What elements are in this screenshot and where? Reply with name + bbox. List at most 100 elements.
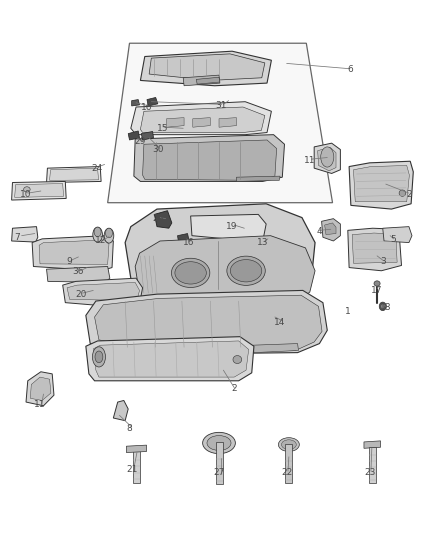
Text: 29: 29	[135, 137, 146, 146]
Text: 11: 11	[34, 400, 46, 409]
Text: 36: 36	[73, 268, 84, 276]
Text: 16: 16	[183, 238, 194, 247]
Text: 19: 19	[226, 222, 238, 231]
Polygon shape	[14, 183, 64, 197]
Ellipse shape	[399, 190, 406, 196]
Text: 31: 31	[215, 101, 227, 110]
Polygon shape	[237, 176, 280, 181]
Polygon shape	[26, 372, 54, 406]
Polygon shape	[149, 54, 265, 80]
Polygon shape	[32, 236, 113, 271]
Polygon shape	[93, 341, 249, 377]
Text: 5: 5	[391, 236, 396, 245]
Polygon shape	[135, 236, 315, 309]
Polygon shape	[86, 337, 254, 381]
Ellipse shape	[93, 227, 102, 242]
Ellipse shape	[227, 256, 265, 285]
Polygon shape	[46, 266, 110, 282]
Polygon shape	[325, 223, 336, 235]
Ellipse shape	[279, 438, 299, 451]
Polygon shape	[134, 135, 285, 181]
Ellipse shape	[203, 432, 235, 454]
Polygon shape	[49, 168, 99, 180]
Text: 27: 27	[213, 469, 225, 477]
Text: 21: 21	[126, 465, 138, 474]
Polygon shape	[349, 161, 413, 209]
Polygon shape	[253, 344, 298, 353]
Text: 2: 2	[406, 190, 412, 199]
Ellipse shape	[95, 351, 103, 363]
Text: 11: 11	[304, 156, 315, 165]
Text: 8: 8	[127, 424, 132, 433]
Polygon shape	[128, 131, 140, 140]
Ellipse shape	[374, 281, 380, 286]
Text: 17: 17	[371, 286, 383, 295]
Polygon shape	[193, 118, 210, 127]
Text: 1: 1	[345, 307, 351, 316]
Polygon shape	[196, 77, 220, 84]
Polygon shape	[141, 132, 153, 140]
Text: 4: 4	[317, 228, 322, 237]
Polygon shape	[383, 227, 412, 243]
Text: 26: 26	[152, 214, 163, 223]
Ellipse shape	[379, 302, 386, 311]
Bar	[215, 442, 223, 484]
Ellipse shape	[24, 187, 30, 192]
Polygon shape	[127, 445, 147, 453]
Ellipse shape	[381, 304, 385, 309]
Ellipse shape	[230, 260, 262, 282]
Polygon shape	[166, 118, 184, 127]
Polygon shape	[348, 228, 402, 271]
Polygon shape	[46, 166, 101, 182]
Text: 18: 18	[380, 303, 392, 312]
Bar	[369, 447, 376, 483]
Ellipse shape	[92, 347, 106, 367]
Text: 23: 23	[364, 469, 375, 477]
Ellipse shape	[106, 228, 113, 238]
Polygon shape	[95, 295, 322, 352]
Polygon shape	[314, 143, 340, 173]
Ellipse shape	[94, 227, 101, 237]
Polygon shape	[125, 204, 315, 298]
Polygon shape	[67, 282, 140, 301]
Polygon shape	[63, 278, 143, 308]
Polygon shape	[141, 107, 265, 133]
Polygon shape	[177, 233, 189, 244]
Polygon shape	[147, 98, 158, 106]
Text: 24: 24	[91, 164, 102, 173]
Polygon shape	[154, 211, 172, 228]
Polygon shape	[113, 400, 128, 421]
Polygon shape	[191, 214, 266, 241]
Polygon shape	[143, 140, 277, 180]
Polygon shape	[141, 51, 272, 86]
Polygon shape	[132, 100, 140, 106]
Polygon shape	[352, 233, 397, 263]
Text: 20: 20	[76, 290, 87, 299]
Ellipse shape	[104, 228, 114, 243]
Text: 10: 10	[20, 190, 32, 199]
Ellipse shape	[282, 440, 296, 449]
Polygon shape	[12, 181, 66, 200]
Polygon shape	[183, 75, 220, 86]
Text: 2: 2	[231, 384, 237, 393]
Text: 7: 7	[14, 233, 20, 242]
Text: 14: 14	[275, 318, 286, 327]
Text: 15: 15	[156, 124, 168, 133]
Polygon shape	[318, 148, 336, 171]
Ellipse shape	[233, 356, 242, 364]
Polygon shape	[39, 240, 109, 264]
Ellipse shape	[321, 147, 334, 167]
Polygon shape	[30, 377, 51, 400]
Ellipse shape	[171, 259, 210, 287]
Polygon shape	[219, 118, 237, 127]
Ellipse shape	[175, 262, 206, 284]
Text: 22: 22	[281, 469, 292, 477]
Polygon shape	[131, 102, 272, 135]
Polygon shape	[321, 219, 340, 241]
Text: 6: 6	[347, 66, 353, 74]
Polygon shape	[353, 165, 410, 201]
Text: 30: 30	[152, 145, 164, 154]
Text: 16: 16	[141, 102, 153, 111]
Polygon shape	[364, 441, 381, 448]
Bar	[133, 450, 140, 483]
